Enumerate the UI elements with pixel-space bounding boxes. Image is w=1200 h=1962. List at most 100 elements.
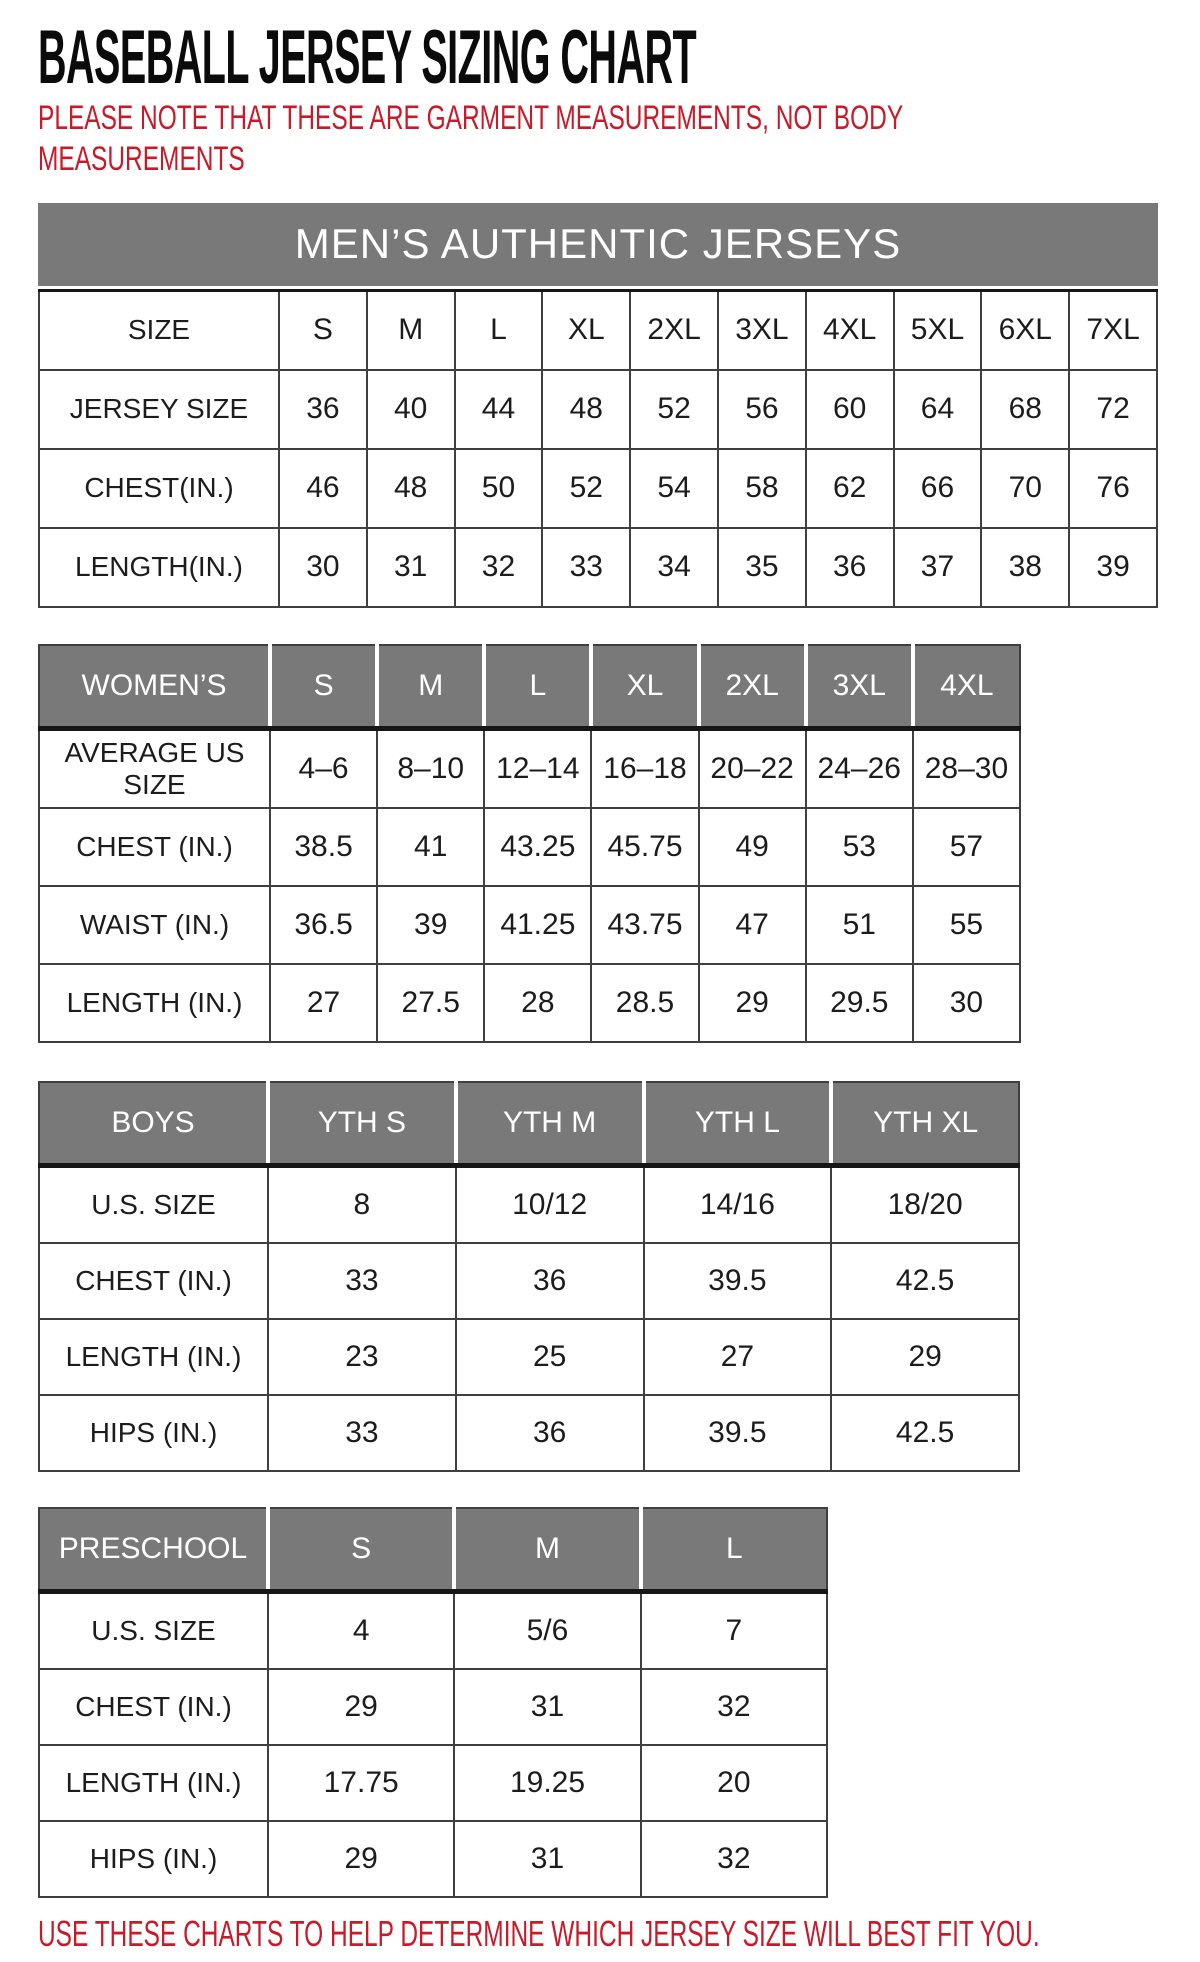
- value-cell: 33: [267, 1241, 457, 1320]
- table-row: SIZE S M L XL 2XL 3XL 4XL 5XL 6XL 7XL: [38, 288, 1158, 371]
- value-cell: 60: [804, 368, 895, 450]
- sizing-chart-page: BASEBALL JERSEY SIZING CHART PLEASE NOTE…: [0, 20, 1200, 1952]
- value-cell: 6XL: [980, 288, 1071, 371]
- value-cell: 36: [454, 1393, 645, 1472]
- value-cell: 18/20: [830, 1164, 1020, 1244]
- size-header-cell: 4XL: [910, 643, 1022, 731]
- value-cell: 29: [266, 1667, 456, 1746]
- table-row: U.S. SIZE 4 5/6 7: [38, 1590, 829, 1670]
- value-cell: 12–14: [483, 727, 593, 809]
- row-label-cell: SIZE: [38, 288, 280, 371]
- table-row: HIPS (IN.) 33 36 39.5 42.5: [38, 1393, 1020, 1472]
- value-cell: 27.5: [376, 962, 486, 1043]
- value-cell: 53: [804, 806, 914, 887]
- table-row: LENGTH (IN.) 27 27.5 28 28.5 29 29.5 30: [38, 962, 1022, 1043]
- value-cell: 38: [980, 526, 1071, 608]
- value-cell: 16–18: [590, 727, 700, 809]
- value-cell: 4–6: [268, 727, 379, 809]
- table-header-row: PRESCHOOL S M L: [38, 1506, 829, 1594]
- value-cell: 29: [266, 1819, 456, 1898]
- size-header-cell: XL: [589, 643, 700, 731]
- table-row: LENGTH(IN.) 30 31 32 33 34 35 36 37 38 39: [38, 526, 1158, 608]
- womens-size-table: WOMEN’S S M L XL 2XL 3XL 4XL AVERAGE US SIZE 4–6 8…: [38, 643, 1022, 1043]
- value-cell: 30: [911, 962, 1022, 1043]
- value-cell: 5XL: [892, 288, 983, 371]
- value-cell: 28: [483, 962, 593, 1043]
- value-cell: 8–10: [376, 727, 486, 809]
- row-label-cell: CHEST (IN.): [38, 1667, 269, 1746]
- table-row: CHEST (IN.) 38.5 41 43.25 45.75 49 53 57: [38, 806, 1022, 887]
- garment-measurements-note: PLEASE NOTE THAT THESE ARE GARMENT MEASU…: [38, 99, 903, 179]
- table-row: CHEST (IN.) 29 31 32: [38, 1667, 829, 1746]
- value-cell: 51: [804, 884, 914, 965]
- value-cell: 43.75: [590, 884, 700, 965]
- table-title-cell: BOYS: [38, 1080, 269, 1168]
- table-row: JERSEY SIZE 36 40 44 48 52 56 60 64 68 72: [38, 368, 1158, 450]
- value-cell: 7XL: [1068, 288, 1158, 371]
- value-cell: 64: [892, 368, 983, 450]
- row-label-cell: U.S. SIZE: [38, 1590, 269, 1670]
- value-cell: 36: [454, 1241, 645, 1320]
- value-cell: 4: [266, 1590, 456, 1670]
- value-cell: 7: [639, 1590, 829, 1670]
- row-label-cell: U.S. SIZE: [38, 1164, 269, 1244]
- value-cell: 55: [911, 884, 1022, 965]
- value-cell: 37: [892, 526, 983, 608]
- size-header-cell: YTH S: [266, 1080, 457, 1168]
- value-cell: 17.75: [266, 1743, 456, 1822]
- size-header-cell: S: [265, 1506, 456, 1594]
- value-cell: 3XL: [716, 288, 807, 371]
- row-label-cell: HIPS (IN.): [38, 1393, 269, 1472]
- value-cell: 31: [453, 1819, 642, 1898]
- value-cell: 27: [642, 1317, 833, 1396]
- table-row: CHEST(IN.) 46 48 50 52 54 58 62 66 70 76: [38, 447, 1158, 529]
- table-header-row: WOMEN’S S M L XL 2XL 3XL 4XL: [38, 643, 1022, 731]
- table-row: HIPS (IN.) 29 31 32: [38, 1819, 829, 1898]
- value-cell: M: [365, 288, 456, 371]
- value-cell: 49: [697, 806, 807, 887]
- value-cell: 72: [1068, 368, 1158, 450]
- value-cell: 25: [454, 1317, 645, 1396]
- value-cell: 39: [1068, 526, 1158, 608]
- value-cell: 44: [453, 368, 544, 450]
- value-cell: 8: [267, 1164, 457, 1244]
- table-row: CHEST (IN.) 33 36 39.5 42.5: [38, 1241, 1020, 1320]
- row-label-cell: LENGTH (IN.): [38, 962, 271, 1043]
- value-cell: 14/16: [642, 1164, 833, 1244]
- row-label-cell: JERSEY SIZE: [38, 368, 280, 450]
- row-label-cell: HIPS (IN.): [38, 1819, 269, 1898]
- value-cell: 28.5: [590, 962, 700, 1043]
- value-cell: XL: [541, 288, 632, 371]
- table-row: WAIST (IN.) 36.5 39 41.25 43.75 47 51 55: [38, 884, 1022, 965]
- row-label-cell: CHEST (IN.): [38, 1241, 269, 1320]
- value-cell: 48: [365, 447, 456, 529]
- value-cell: 23: [267, 1317, 457, 1396]
- value-cell: L: [453, 288, 544, 371]
- value-cell: 62: [804, 447, 895, 529]
- table-row: AVERAGE US SIZE 4–6 8–10 12–14 16–18 20–22 24–…: [38, 727, 1022, 809]
- table-title-cell: PRESCHOOL: [38, 1506, 269, 1594]
- row-label-cell: CHEST (IN.): [38, 806, 271, 887]
- table-title-cell: WOMEN’S: [38, 643, 271, 731]
- value-cell: 33: [541, 526, 632, 608]
- mens-table-banner: MEN’S AUTHENTIC JERSEYS: [38, 202, 1158, 286]
- value-cell: 10/12: [454, 1164, 645, 1244]
- value-cell: 2XL: [629, 288, 719, 371]
- value-cell: 19.25: [453, 1743, 642, 1822]
- value-cell: 36: [804, 526, 895, 608]
- value-cell: 45.75: [590, 806, 700, 887]
- preschool-size-table: PRESCHOOL S M L U.S. SIZE 4 5/6 7 CHEST (IN.) 29 3…: [38, 1506, 829, 1898]
- value-cell: 56: [716, 368, 807, 450]
- boys-size-table: BOYS YTH S YTH M YTH L YTH XL U.S. SIZE 8 10/12…: [38, 1080, 1020, 1472]
- value-cell: 46: [278, 447, 368, 529]
- value-cell: 35: [716, 526, 807, 608]
- value-cell: 20: [639, 1743, 829, 1822]
- value-cell: 43.25: [483, 806, 593, 887]
- value-cell: 39: [376, 884, 486, 965]
- value-cell: 52: [629, 368, 719, 450]
- value-cell: 36.5: [268, 884, 379, 965]
- value-cell: 39.5: [642, 1241, 833, 1320]
- value-cell: 42.5: [830, 1241, 1020, 1320]
- value-cell: 41: [376, 806, 486, 887]
- value-cell: 48: [541, 368, 632, 450]
